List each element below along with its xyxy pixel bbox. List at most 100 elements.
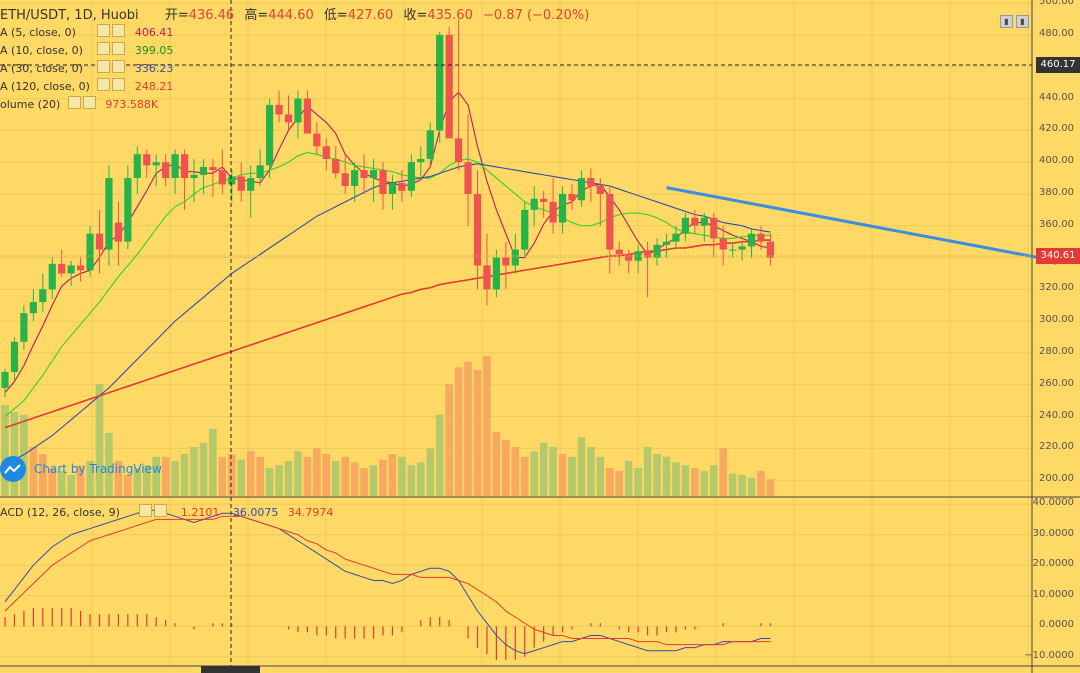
candle-body xyxy=(738,246,746,250)
candle-body xyxy=(540,198,548,202)
settings-icon[interactable] xyxy=(97,42,111,55)
volume-bar xyxy=(398,456,406,496)
candle-body xyxy=(606,193,614,250)
settings-icon[interactable] xyxy=(67,96,81,109)
volume-bar xyxy=(719,448,727,496)
volume-bar xyxy=(492,431,501,496)
close-icon[interactable] xyxy=(154,504,168,517)
close-icon[interactable] xyxy=(112,24,126,37)
open-value: 436.46 xyxy=(188,8,235,23)
macd-line xyxy=(4,509,771,655)
candle-body xyxy=(729,249,737,251)
change-value: −0.87 (−0.20%) xyxy=(483,8,590,23)
volume-bar xyxy=(624,461,633,496)
high-value: 444.60 xyxy=(268,8,314,23)
legend-macd[interactable]: ACD (12, 26, close, 9) 1.2101 36.0075 34… xyxy=(0,504,333,519)
volume-bar xyxy=(180,454,189,496)
legend-ma120-value: 248.21 xyxy=(134,80,174,93)
volume-bar xyxy=(284,461,293,496)
candle-body xyxy=(266,104,274,166)
close-icon[interactable] xyxy=(112,60,126,73)
last-price-tag: 340.61 xyxy=(1036,248,1080,264)
candle-body xyxy=(124,178,132,242)
pane-pin-icon[interactable]: ▮ xyxy=(1016,15,1029,28)
settings-icon[interactable] xyxy=(97,24,111,37)
candle-body xyxy=(625,254,633,261)
candle-body xyxy=(407,162,415,191)
legend-ma5[interactable]: A (5, close, 0) 406.41 xyxy=(0,24,173,39)
candle-body xyxy=(596,186,604,194)
price-axis-label: 280.00 xyxy=(1039,345,1074,357)
settings-icon[interactable] xyxy=(97,60,111,73)
candle-body xyxy=(644,251,652,258)
volume-bar xyxy=(700,470,709,496)
legend-volume-value: 973.588K xyxy=(105,98,159,111)
volume-bar xyxy=(511,447,520,496)
price-axis-label: 240.00 xyxy=(1039,409,1074,421)
candle-body xyxy=(58,263,66,274)
volume-bar xyxy=(662,456,671,496)
legend-ma10-label: A (10, close, 0) xyxy=(0,44,83,57)
legend-ma10[interactable]: A (10, close, 0) 399.05 xyxy=(0,42,173,57)
legend-ma120[interactable]: A (120, close, 0) 248.21 xyxy=(0,78,173,93)
candle-body xyxy=(530,198,538,210)
close-icon[interactable] xyxy=(112,42,126,55)
volume-bar xyxy=(133,468,142,496)
legend-macd-hist: 1.2101 xyxy=(180,506,220,519)
volume-bar xyxy=(691,468,699,496)
candle-body xyxy=(190,174,198,179)
volume-bar xyxy=(407,465,416,496)
ma-line-ma-30 xyxy=(4,163,771,465)
candle-body xyxy=(719,238,727,250)
candle-body xyxy=(483,265,491,290)
ma-line-ma-120 xyxy=(4,239,771,429)
legend-ma30[interactable]: A (30, close, 0) 336.23 xyxy=(0,60,173,75)
volume-bar xyxy=(294,451,302,496)
candle-body xyxy=(398,182,406,191)
price-axis-label: 400.00 xyxy=(1039,155,1074,167)
volume-bar xyxy=(558,454,567,496)
candle-body xyxy=(275,104,283,115)
legend-ma10-value: 399.05 xyxy=(134,44,174,57)
pane-pin-icon[interactable]: ▮ xyxy=(1000,15,1013,28)
candle-body xyxy=(86,233,94,271)
volume-bar xyxy=(228,454,236,496)
settings-icon[interactable] xyxy=(97,78,111,91)
close-icon[interactable] xyxy=(112,78,126,91)
volume-bar xyxy=(634,468,642,496)
macd-axis-label: 10.0000 xyxy=(1032,588,1074,600)
candle-body xyxy=(294,98,302,123)
volume-bar xyxy=(615,470,624,496)
volume-bar xyxy=(681,465,690,496)
volume-bar xyxy=(48,468,57,496)
close-icon[interactable] xyxy=(82,96,96,109)
price-axis-label: 360.00 xyxy=(1039,218,1074,230)
candle-body xyxy=(29,302,37,314)
tradingview-logo-icon xyxy=(0,456,26,482)
volume-bar xyxy=(549,447,557,496)
candle-body xyxy=(417,158,425,163)
candle-body xyxy=(549,201,557,223)
volume-bar xyxy=(142,465,151,496)
candle-body xyxy=(77,265,85,271)
price-axis-label: 440.00 xyxy=(1039,91,1074,103)
legend-volume[interactable]: olume (20) 973.588K xyxy=(0,96,158,111)
candle-body xyxy=(445,34,453,139)
volume-bar xyxy=(454,367,463,496)
candle-body xyxy=(615,249,623,255)
macd-axis-label: 30.0000 xyxy=(1032,527,1074,539)
legend-volume-label: olume (20) xyxy=(0,98,61,111)
candle-body xyxy=(388,182,397,194)
tradingview-badge[interactable]: Chart by TradingView xyxy=(0,455,162,483)
price-axis-label: 420.00 xyxy=(1039,123,1074,135)
volume-bar xyxy=(369,465,378,496)
candle-body xyxy=(313,133,321,147)
volume-bar xyxy=(483,356,491,496)
price-axis-label: 220.00 xyxy=(1039,441,1074,453)
candle-body xyxy=(436,34,444,131)
candle-body xyxy=(360,170,368,179)
settings-icon[interactable] xyxy=(139,504,153,517)
volume-bar xyxy=(29,447,38,496)
candle-body xyxy=(426,130,434,159)
